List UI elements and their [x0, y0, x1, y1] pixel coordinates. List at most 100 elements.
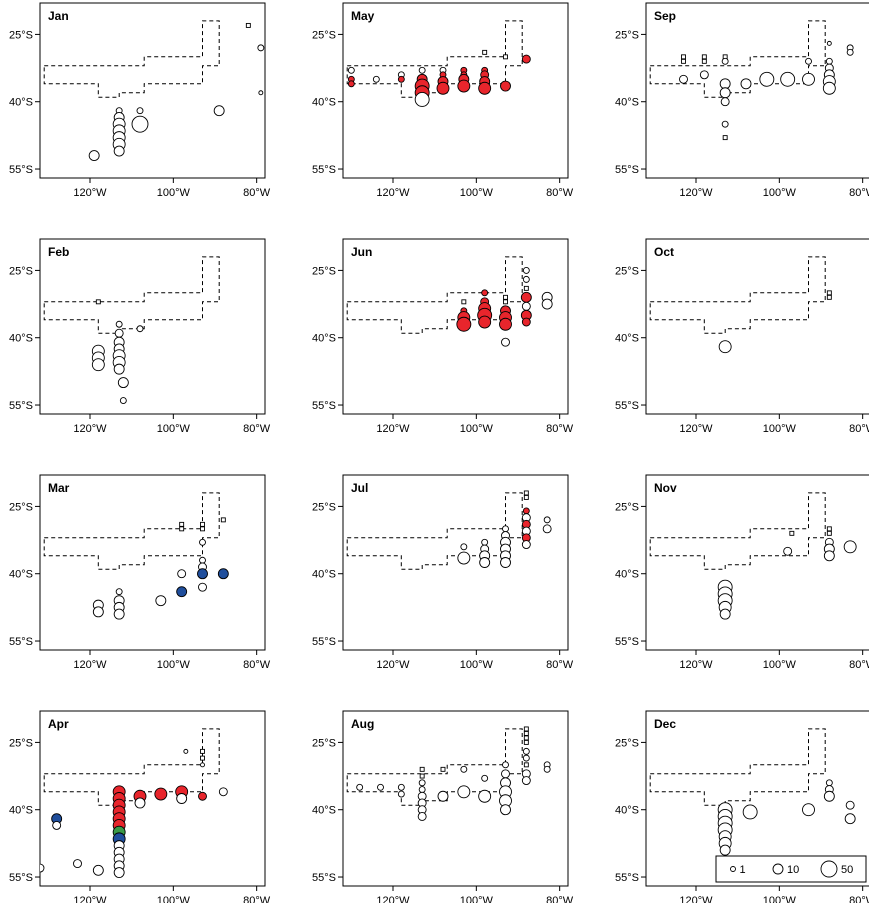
- y-tick-label: 55°S: [615, 872, 639, 884]
- x-tick-label: 120°W: [73, 187, 107, 199]
- data-point: [845, 800, 855, 810]
- x-tick-label: 100°W: [763, 895, 797, 903]
- panel-frame: [645, 238, 869, 415]
- legend-label: 50: [841, 864, 853, 876]
- panel-sep: Sep 25°S 40°S 55°S 120°W 100°W 80°W: [615, 2, 869, 199]
- point-group: [679, 40, 854, 141]
- x-tick-label: 80°W: [849, 659, 869, 671]
- panel-frame: [39, 238, 266, 415]
- data-point: [417, 811, 427, 821]
- data-point-square: [523, 730, 529, 736]
- data-point: [543, 765, 551, 773]
- x-tick-label: 100°W: [460, 187, 494, 199]
- x-tick-label: 120°W: [73, 423, 107, 435]
- data-point-square: [722, 135, 728, 141]
- data-point: [52, 820, 62, 830]
- data-point: [372, 75, 380, 83]
- data-point: [213, 105, 225, 117]
- data-point: [543, 516, 551, 524]
- legend-marker: [730, 866, 736, 872]
- x-tick-label: 120°W: [376, 187, 410, 199]
- data-point: [91, 358, 105, 372]
- data-point-square: [419, 766, 425, 772]
- data-point: [521, 54, 531, 64]
- y-tick-label: 25°S: [615, 29, 639, 41]
- study-area-boundary: [649, 256, 826, 334]
- data-point-square: [701, 58, 707, 64]
- data-point: [460, 765, 468, 773]
- data-point: [136, 107, 144, 115]
- data-point: [113, 145, 125, 157]
- data-point: [217, 568, 229, 580]
- data-point: [740, 78, 752, 90]
- data-point: [823, 550, 835, 562]
- data-point: [500, 804, 511, 816]
- data-point: [117, 377, 129, 389]
- x-tick-label: 120°W: [679, 659, 713, 671]
- data-point: [113, 608, 125, 620]
- x-tick-label: 80°W: [243, 423, 271, 435]
- data-point: [721, 120, 729, 128]
- data-point: [197, 568, 208, 580]
- panel-aug: Aug 25°S 40°S 55°S 120°W 100°W 80°W: [312, 710, 574, 903]
- x-tick-label: 100°W: [157, 895, 191, 903]
- point-group: [356, 726, 551, 821]
- x-tick-label: 80°W: [849, 895, 869, 903]
- x-tick-label: 100°W: [157, 187, 191, 199]
- panel-frame: [342, 474, 569, 651]
- data-point: [457, 551, 471, 565]
- data-point-square: [179, 526, 185, 532]
- data-point: [114, 328, 124, 338]
- study-area-boundary: [346, 256, 523, 334]
- x-tick-label: 80°W: [243, 895, 271, 903]
- data-point: [176, 586, 188, 598]
- data-point: [115, 320, 123, 328]
- data-point: [822, 81, 836, 95]
- point-group: [456, 266, 553, 347]
- legend-box: [715, 855, 867, 883]
- data-point-square: [220, 517, 226, 523]
- data-point: [131, 115, 149, 133]
- data-point-square: [681, 58, 686, 64]
- month-title: Mar: [48, 481, 70, 495]
- data-point: [347, 66, 355, 74]
- data-point: [418, 779, 426, 787]
- data-point: [759, 71, 775, 87]
- data-point: [119, 397, 127, 404]
- data-point-square: [200, 521, 205, 527]
- data-point-square: [826, 526, 832, 532]
- data-point: [783, 546, 793, 556]
- data-point: [825, 57, 833, 65]
- y-tick-label: 40°S: [312, 805, 336, 817]
- data-point: [218, 787, 228, 797]
- panel-jul: Jul 25°S 40°S 55°S 120°W 100°W 80°W: [312, 474, 574, 671]
- x-tick-label: 80°W: [546, 895, 574, 903]
- data-point: [521, 540, 531, 550]
- point-group: [457, 490, 552, 568]
- y-tick-label: 55°S: [312, 636, 336, 648]
- data-point: [479, 557, 491, 568]
- data-point-square: [523, 739, 529, 745]
- data-point-square: [523, 735, 529, 741]
- data-point: [73, 859, 82, 869]
- x-tick-label: 120°W: [376, 659, 410, 671]
- x-tick-label: 120°W: [73, 659, 107, 671]
- data-point: [40, 863, 45, 873]
- study-area-boundary: [346, 728, 523, 806]
- y-tick-label: 40°S: [9, 97, 33, 109]
- month-title: Nov: [654, 481, 677, 495]
- y-tick-label: 25°S: [615, 265, 639, 277]
- data-point: [522, 507, 530, 515]
- data-point: [113, 867, 125, 878]
- data-point: [397, 783, 405, 791]
- study-area-boundary: [43, 20, 220, 98]
- legend-marker: [820, 860, 838, 878]
- point-group: [347, 49, 531, 107]
- x-tick-label: 120°W: [679, 187, 713, 199]
- data-point: [418, 66, 426, 74]
- month-title: Jan: [48, 9, 69, 23]
- x-tick-label: 120°W: [679, 423, 713, 435]
- data-point-square: [482, 49, 488, 55]
- data-point: [92, 606, 104, 618]
- x-tick-label: 100°W: [763, 659, 797, 671]
